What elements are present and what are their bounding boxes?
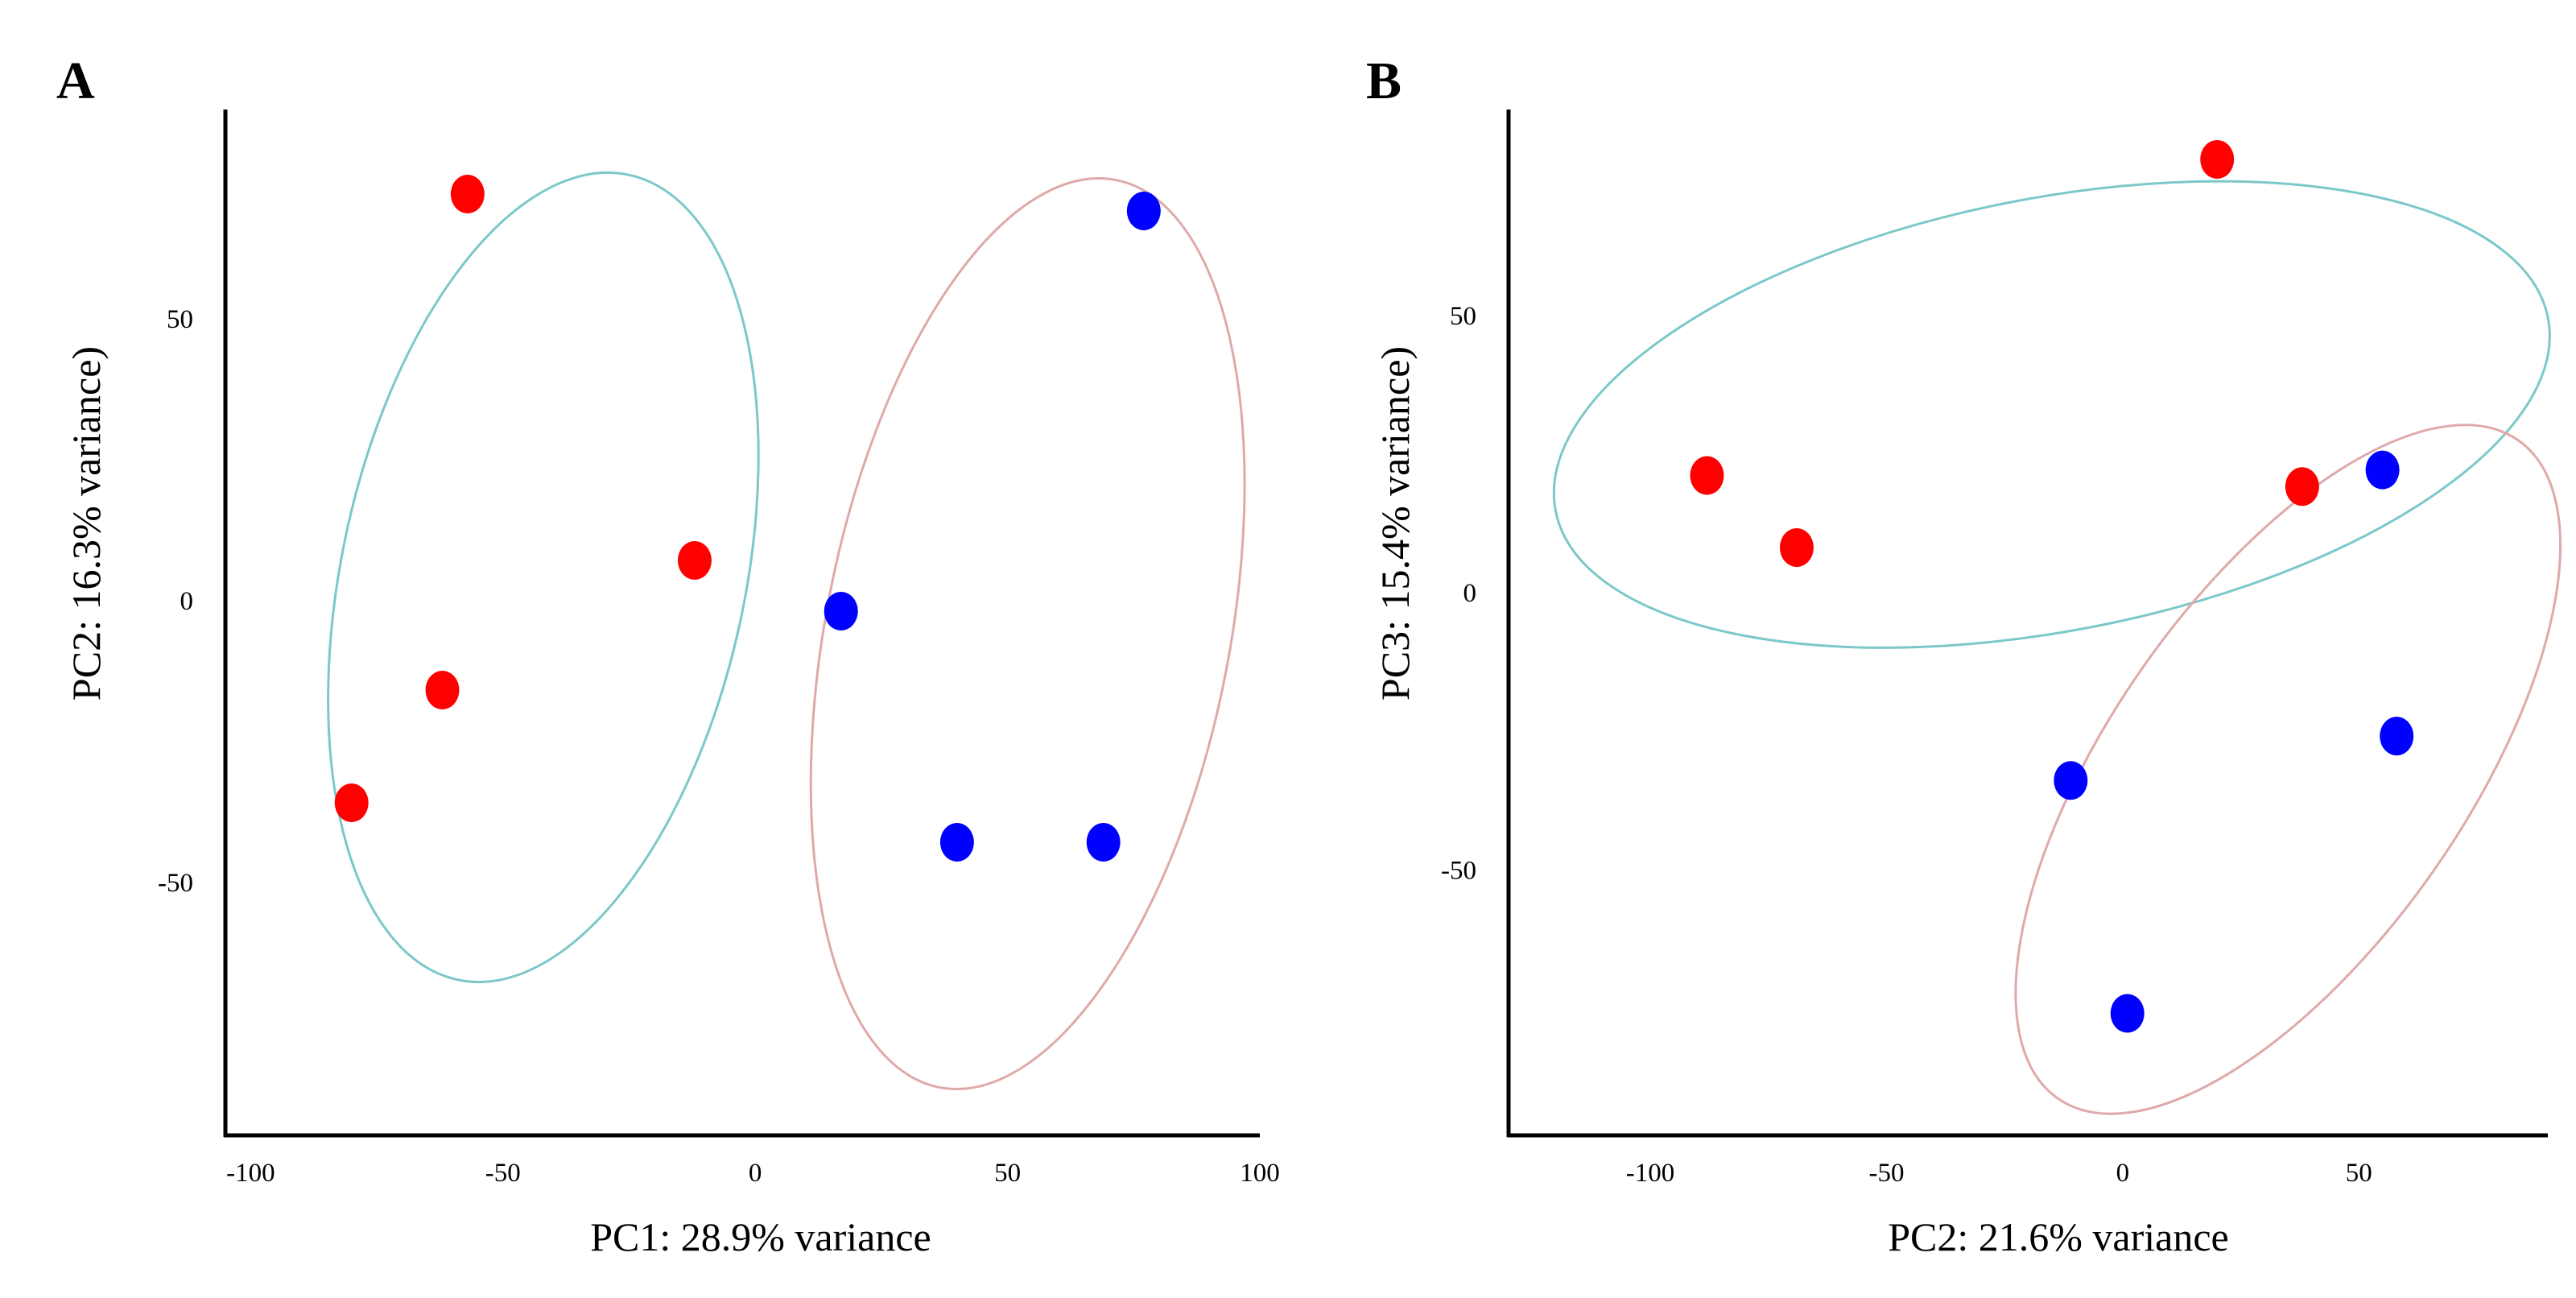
- panel-b-x-ticks: -100 -50 0 50: [1626, 1159, 2372, 1188]
- panel-b-y-axis-title: PC3: 15.4% variance): [1373, 346, 1418, 701]
- panel-b: B -100 -50 0 50 500-50 PC2: 21.6% variance …: [1366, 52, 2562, 1259]
- panel-b-blue-point: [2380, 717, 2414, 756]
- panel-a: A -100 -50 0 50 100 50 0 -50 PC1: 28.9% varian…: [56, 52, 1280, 1259]
- panel-a-label: A: [56, 52, 95, 110]
- panel-b-red-point: [1690, 456, 1724, 495]
- panel-b-y-tick-label: -50: [1441, 856, 1476, 885]
- panel-b-ellipses: [1552, 180, 2562, 1115]
- panel-a-pink-ellipse: [809, 177, 1246, 1090]
- panel-a-blue-point: [824, 592, 858, 630]
- panel-a-y-tick-label: 0: [180, 587, 194, 616]
- panel-b-x-axis-title: PC2: 21.6% variance: [1888, 1214, 2229, 1259]
- panel-b-x-tick-label: -100: [1626, 1159, 1675, 1188]
- panel-a-x-tick-label: -50: [485, 1159, 521, 1188]
- panel-b-red-point: [2285, 467, 2319, 506]
- panel-a-y-axis-title: PC2: 16.3% variance): [64, 346, 109, 701]
- panel-b-x-tick-label: -50: [1868, 1159, 1904, 1188]
- panel-b-y-tick-label: 50: [1450, 302, 1476, 331]
- panel-b-label: B: [1366, 52, 1402, 110]
- panel-b-blue-point: [2110, 994, 2145, 1033]
- panel-a-red-point: [334, 783, 369, 822]
- panel-a-points: [334, 175, 1161, 862]
- panel-a-red-point: [677, 541, 712, 580]
- panel-a-x-tick-label: 100: [1240, 1159, 1280, 1188]
- panel-b-blue-point: [2365, 450, 2400, 490]
- panel-a-ellipses: [327, 171, 1246, 1090]
- panel-a-y-tick-label: 50: [167, 305, 193, 334]
- panel-b-points: [1690, 139, 2414, 1033]
- panel-b-x-tick-label: 0: [2116, 1159, 2130, 1188]
- panel-b-pink-ellipse: [2014, 424, 2562, 1115]
- panel-b-blue-point: [2054, 761, 2088, 800]
- panel-a-x-tick-label: -100: [226, 1159, 275, 1188]
- panel-a-x-ticks: -100 -50 0 50 100: [226, 1159, 1280, 1188]
- panel-b-x-tick-label: 50: [2346, 1159, 2372, 1188]
- panel-b-teal-ellipse: [1552, 180, 2551, 649]
- panel-a-teal-ellipse: [327, 171, 760, 984]
- panel-a-red-point: [450, 175, 485, 213]
- panel-a-x-axis-title: PC1: 28.9% variance: [590, 1214, 931, 1259]
- panel-a-y-tick-label: -50: [158, 869, 193, 898]
- panel-b-y-tick-label: 0: [1463, 579, 1477, 608]
- panel-b-red-point: [1779, 528, 1814, 568]
- panel-a-x-tick-label: 0: [749, 1159, 762, 1188]
- panel-b-y-ticks: 50 0 -50: [1441, 302, 1476, 886]
- panel-b-red-point: [2200, 139, 2235, 179]
- panel-a-y-ticks: 50 0 -50: [158, 305, 193, 898]
- panel-a-blue-point: [939, 823, 974, 862]
- panel-a-red-point: [425, 671, 460, 709]
- panel-a-x-tick-label: 50: [994, 1159, 1021, 1188]
- panel-a-blue-point: [1126, 192, 1161, 230]
- panel-a-blue-point: [1086, 823, 1121, 862]
